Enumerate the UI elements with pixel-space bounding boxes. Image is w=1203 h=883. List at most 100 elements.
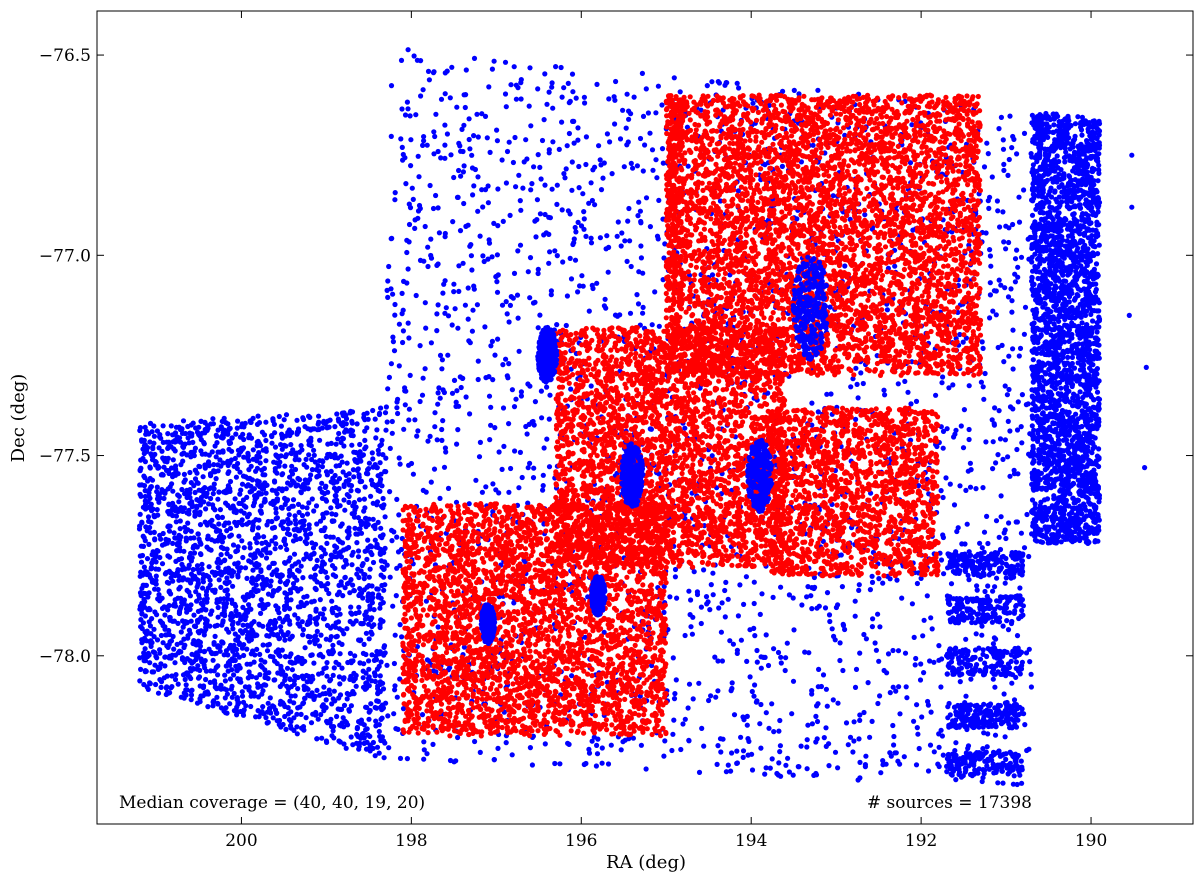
source-point [344, 626, 349, 631]
source-point [462, 163, 467, 168]
source-point [844, 720, 849, 725]
source-point [492, 353, 497, 358]
source-point [392, 302, 397, 307]
source-point [620, 108, 625, 113]
source-point [284, 412, 289, 417]
source-point [198, 502, 203, 507]
source-point [378, 550, 383, 555]
source-point [226, 630, 231, 635]
source-point [432, 424, 437, 429]
source-point [526, 465, 531, 470]
source-point [216, 521, 221, 526]
source-point [261, 642, 266, 647]
source-point [817, 604, 822, 609]
source-point [999, 115, 1004, 120]
source-point [516, 485, 521, 490]
source-point [636, 200, 641, 205]
source-point [981, 346, 986, 351]
source-point [364, 557, 369, 562]
source-point [915, 732, 920, 737]
source-point [1023, 305, 1028, 310]
source-point [341, 469, 346, 474]
source-point [142, 629, 147, 634]
source-point [416, 174, 421, 179]
source-point [196, 532, 201, 537]
source-point [1006, 240, 1011, 245]
source-point [381, 496, 386, 501]
source-point [306, 634, 311, 639]
source-point [754, 698, 759, 703]
source-point [395, 397, 400, 402]
source-point [222, 588, 227, 593]
source-point [251, 447, 256, 452]
source-point [827, 612, 832, 617]
source-point [240, 631, 245, 636]
source-point [1001, 137, 1006, 142]
source-point [139, 560, 144, 565]
source-point [246, 467, 251, 472]
source-point [154, 612, 159, 617]
source-point [304, 594, 309, 599]
source-point [370, 450, 375, 455]
source-point [678, 89, 683, 94]
source-point [777, 718, 782, 723]
source-point [379, 573, 384, 578]
source-point [389, 361, 394, 366]
source-point [990, 589, 995, 594]
source-point [886, 651, 891, 656]
source-point [537, 313, 542, 318]
source-point [347, 477, 352, 482]
source-point [470, 329, 475, 334]
source-point [366, 676, 371, 681]
source-point [156, 567, 161, 572]
source-point [595, 737, 600, 742]
source-point [783, 763, 788, 768]
source-point [1019, 781, 1024, 786]
source-point [925, 699, 930, 704]
source-point [543, 741, 548, 746]
source-point [324, 541, 329, 546]
source-point [226, 469, 231, 474]
source-point [606, 270, 611, 275]
source-point [400, 291, 405, 296]
source-point [805, 584, 810, 589]
source-point [579, 223, 584, 228]
source-point [334, 442, 339, 447]
source-point [511, 160, 516, 165]
source-point [791, 679, 796, 684]
source-point [522, 159, 527, 164]
source-point [270, 703, 275, 708]
source-point [287, 699, 292, 704]
source-point [412, 417, 417, 422]
source-point [240, 605, 245, 610]
source-point [458, 228, 463, 233]
source-point [528, 187, 533, 192]
source-point [1006, 354, 1011, 359]
source-point [223, 490, 228, 495]
source-point [219, 552, 224, 557]
source-point [492, 757, 497, 762]
source-point [548, 215, 553, 220]
source-point [607, 139, 612, 144]
source-point [917, 746, 922, 751]
source-point [641, 168, 646, 173]
source-point [314, 474, 319, 479]
source-point [566, 81, 571, 86]
source-point [857, 775, 862, 780]
source-point [605, 131, 610, 136]
source-point [152, 530, 157, 535]
source-point [226, 660, 231, 665]
source-point [397, 363, 402, 368]
source-point [265, 643, 270, 648]
source-point [278, 624, 283, 629]
source-point [526, 269, 531, 274]
source-point [629, 264, 634, 269]
source-point [490, 254, 495, 259]
source-point [539, 415, 544, 420]
source-point [349, 419, 354, 424]
source-point [179, 452, 184, 457]
source-point [185, 672, 190, 677]
source-point [510, 387, 515, 392]
source-point [686, 738, 691, 743]
source-point [215, 597, 220, 602]
